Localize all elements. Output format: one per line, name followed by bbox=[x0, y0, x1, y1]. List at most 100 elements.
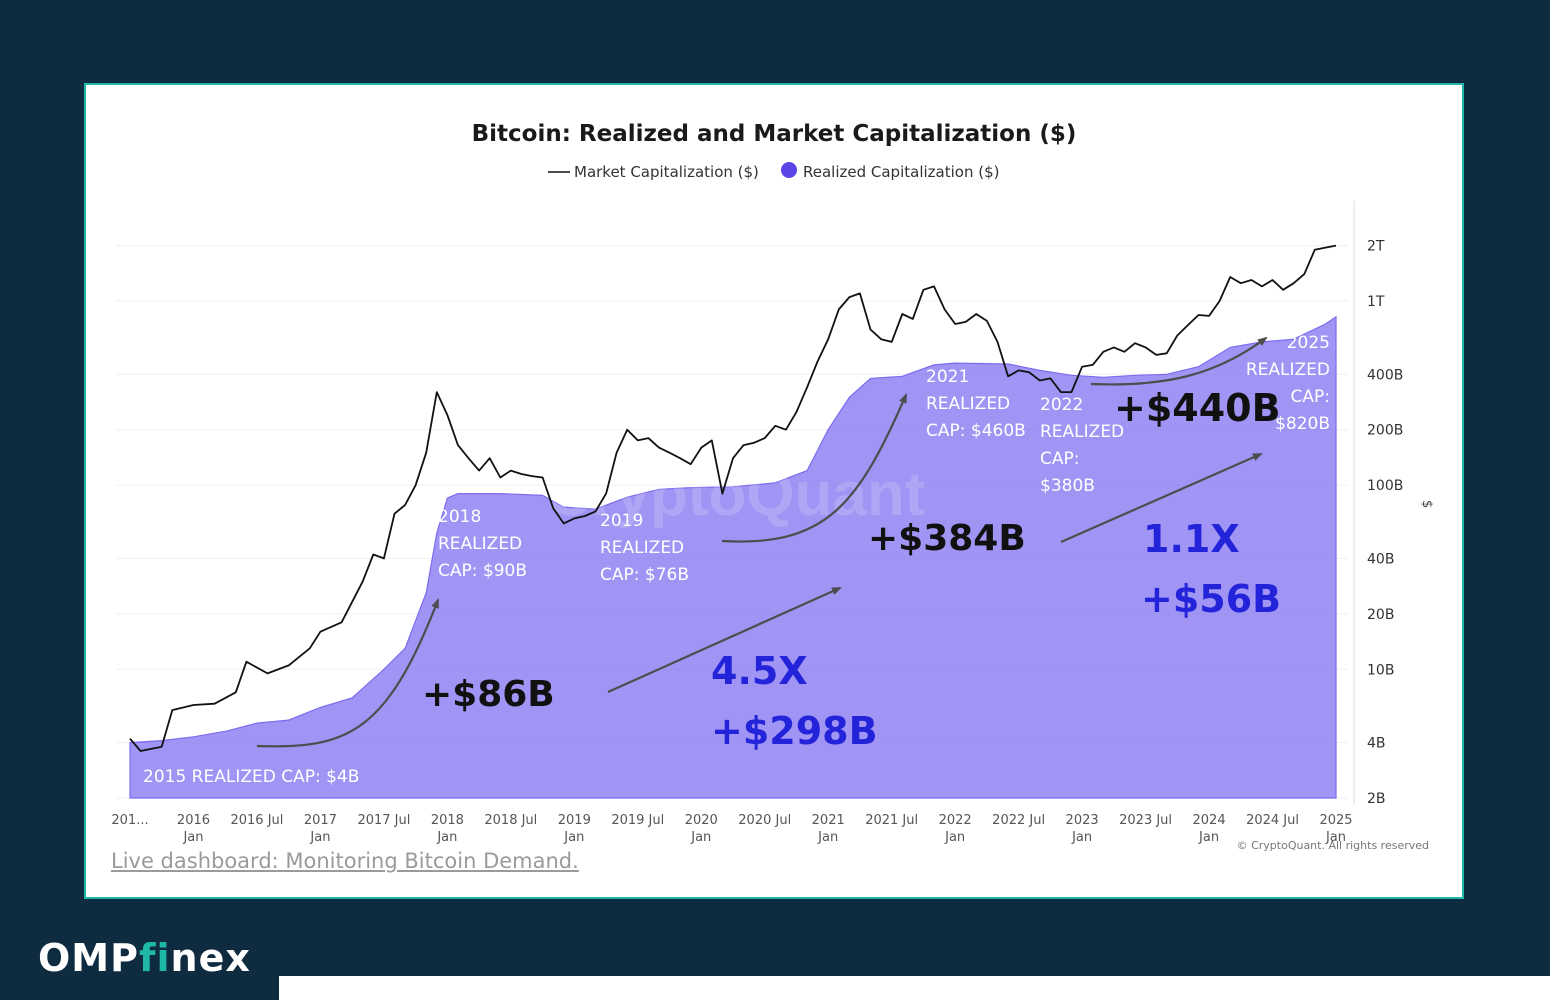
x-tick-sublabel: Jan bbox=[436, 830, 457, 845]
x-tick-label: 2024 bbox=[1193, 813, 1226, 828]
legend: Market Capitalization ($) Realized Capit… bbox=[548, 162, 999, 181]
chart-title: Bitcoin: Realized and Market Capitalizat… bbox=[472, 121, 1077, 147]
x-tick-label: 2018 bbox=[431, 813, 464, 828]
legend-label-market-cap: Market Capitalization ($) bbox=[574, 163, 759, 181]
x-tick-sublabel: Jan bbox=[1071, 830, 1092, 845]
legend-dot-swatch bbox=[781, 162, 797, 178]
annotation-line: 4.5X bbox=[711, 649, 808, 693]
chart-card: CryptoQuant 2015 REALIZED CAP: $4B 2018 RE… bbox=[84, 83, 1464, 899]
annotation-m45: 4.5X bbox=[711, 649, 808, 693]
y-tick-label: 4B bbox=[1367, 736, 1386, 752]
x-tick-label: 2022 bbox=[939, 813, 972, 828]
x-tick-label: 2019 bbox=[558, 813, 591, 828]
brand-logo-accent: fi bbox=[138, 936, 171, 980]
y-tick-label: 2T bbox=[1367, 239, 1385, 255]
annotation-line: REALIZED bbox=[438, 534, 522, 554]
annotation-line: +$56B bbox=[1141, 577, 1281, 621]
x-tick-label: 2020 Jul bbox=[738, 813, 791, 828]
annotation-g56: +$56B bbox=[1141, 577, 1281, 621]
annotation-arrow bbox=[256, 598, 440, 748]
x-tick-label: 2016 bbox=[177, 813, 210, 828]
x-tick-label: 2017 bbox=[304, 813, 337, 828]
annotation-line: REALIZED bbox=[926, 394, 1010, 414]
x-tick-label: 2021 Jul bbox=[865, 813, 918, 828]
annotation-g440: +$440B bbox=[1114, 386, 1281, 430]
annotation-rc2022: 2022 REALIZED CAP: $380B bbox=[1040, 395, 1124, 496]
y-tick-label: 40B bbox=[1367, 551, 1394, 567]
annotation-line: +$440B bbox=[1114, 386, 1281, 430]
x-tick-label: 2017 Jul bbox=[357, 813, 410, 828]
annotation-line: CAP: $90B bbox=[438, 561, 527, 581]
copyright-text: © CryptoQuant. All rights reserved bbox=[1237, 839, 1429, 852]
annotation-line: 2022 bbox=[1040, 395, 1083, 415]
y-tick-label: 1T bbox=[1367, 294, 1385, 310]
x-tick-label: 2022 Jul bbox=[992, 813, 1045, 828]
annotation-line: CAP: $76B bbox=[600, 565, 689, 585]
realized-cap-area bbox=[129, 315, 1337, 799]
x-tick-sublabel: Jan bbox=[944, 830, 965, 845]
annotation-m11: 1.1X bbox=[1143, 517, 1240, 561]
x-tick-label: 2021 bbox=[812, 813, 845, 828]
annotation-g384: +$384B bbox=[868, 518, 1026, 559]
annotation-line: $380B bbox=[1040, 476, 1095, 496]
annotation-line: 1.1X bbox=[1143, 517, 1240, 561]
annotation-line: 2018 bbox=[438, 507, 481, 527]
annotation-rc2019: 2019 REALIZED CAP: $76B bbox=[600, 511, 689, 585]
annotation-arrow bbox=[721, 393, 908, 543]
annotation-rc2015: 2015 REALIZED CAP: $4B bbox=[143, 767, 359, 787]
x-tick-sublabel: Jan bbox=[182, 830, 203, 845]
annotation-arrow bbox=[607, 586, 842, 694]
brand-logo: OMPfinex bbox=[38, 936, 251, 980]
y-tick-label: 20B bbox=[1367, 607, 1394, 623]
annotation-line: +$86B bbox=[422, 674, 555, 715]
x-tick-label: 2019 Jul bbox=[611, 813, 664, 828]
annotation-rc2021: 2021 REALIZED CAP: $460B bbox=[926, 367, 1026, 441]
x-tick-sublabel: Jan bbox=[563, 830, 584, 845]
annotation-g298: +$298B bbox=[711, 709, 878, 753]
annotation-g86: +$86B bbox=[422, 674, 555, 715]
x-tick-sublabel: Jan bbox=[817, 830, 838, 845]
annotation-line: 2025 bbox=[1287, 333, 1330, 353]
watermark-text: CryptoQuant bbox=[547, 460, 926, 529]
x-tick-label: 2023 bbox=[1066, 813, 1099, 828]
x-tick-sublabel: Jan bbox=[1325, 830, 1346, 845]
annotation-line: +$384B bbox=[868, 518, 1026, 559]
x-tick-sublabel: Jan bbox=[1198, 830, 1219, 845]
x-tick-sublabel: Jan bbox=[690, 830, 711, 845]
x-tick-label: 2025 bbox=[1319, 813, 1352, 828]
y-tick-label: 100B bbox=[1367, 478, 1403, 494]
x-tick-label: 2018 Jul bbox=[484, 813, 537, 828]
legend-label-realized-cap: Realized Capitalization ($) bbox=[803, 163, 999, 181]
annotation-line: CAP: bbox=[1291, 387, 1330, 407]
annotation-line: +$298B bbox=[711, 709, 878, 753]
y-tick-label: 2B bbox=[1367, 791, 1386, 807]
live-dashboard-link[interactable]: Live dashboard: Monitoring Bitcoin Deman… bbox=[111, 849, 579, 873]
footer-bar bbox=[279, 976, 1550, 1000]
x-tick-sublabel: Jan bbox=[309, 830, 330, 845]
annotation-line: 2015 REALIZED CAP: $4B bbox=[143, 767, 359, 787]
annotation-arrow bbox=[1090, 336, 1268, 386]
market-cap-line bbox=[129, 244, 1337, 752]
annotation-line: $820B bbox=[1275, 414, 1330, 434]
annotation-line: REALIZED bbox=[1040, 422, 1124, 442]
y-tick-label: 200B bbox=[1367, 423, 1403, 439]
x-tick-label: 2024 Jul bbox=[1246, 813, 1299, 828]
x-tick-label: 2023 Jul bbox=[1119, 813, 1172, 828]
chart-svg: CryptoQuant 2015 REALIZED CAP: $4B 2018 RE… bbox=[111, 121, 1434, 852]
annotation-line: 2019 bbox=[600, 511, 643, 531]
brand-logo-part: nex bbox=[170, 936, 251, 980]
annotation-line: CAP: $460B bbox=[926, 421, 1026, 441]
brand-logo-part: OMP bbox=[38, 936, 139, 980]
annotation-line: REALIZED bbox=[600, 538, 684, 558]
y-tick-label: 10B bbox=[1367, 662, 1394, 678]
y-tick-label: 400B bbox=[1367, 367, 1403, 383]
annotation-line: REALIZED bbox=[1246, 360, 1330, 380]
x-tick-label: 2020 bbox=[685, 813, 718, 828]
annotation-line: CAP: bbox=[1040, 449, 1079, 469]
y-axis-label: $ bbox=[1419, 500, 1434, 508]
annotation-rc2025: 2025 REALIZED CAP: $820B bbox=[1246, 333, 1330, 434]
x-tick-label: 201... bbox=[111, 813, 148, 828]
annotation-line: 2021 bbox=[926, 367, 969, 387]
annotation-rc2018: 2018 REALIZED CAP: $90B bbox=[438, 507, 527, 581]
annotation-arrow bbox=[1060, 452, 1263, 544]
